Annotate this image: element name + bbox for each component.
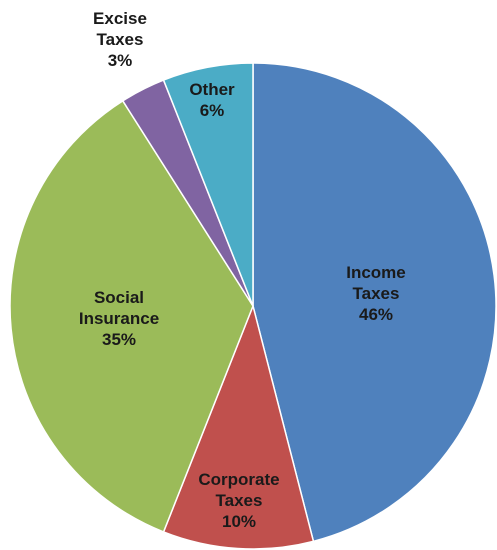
pie-labels: Income Taxes 46% Corporate Taxes 10% Social Ins… (79, 9, 406, 531)
slice-name-label: Other (189, 80, 235, 99)
slice-name-label: Income (346, 263, 406, 282)
pie-slices (9, 62, 497, 550)
slice-name-label: Insurance (79, 309, 159, 328)
slice-value-label: 46% (359, 305, 393, 324)
slice-value-label: 35% (102, 330, 136, 349)
slice-name-label: Taxes (216, 491, 263, 510)
slice-label-corporate-taxes: Corporate Taxes 10% (198, 470, 279, 531)
pie-slice-social-insurance[interactable] (9, 99, 254, 533)
slice-label-income-taxes: Income Taxes 46% (346, 263, 406, 324)
slice-value-label: 3% (108, 51, 133, 70)
slice-label-other: Other 6% (189, 80, 235, 120)
slice-name-label: Taxes (97, 30, 144, 49)
pie-slice-other[interactable] (162, 62, 254, 307)
pie-slice-corporate-taxes[interactable] (162, 303, 315, 550)
slice-label-excise-taxes: Excise Taxes 3% (93, 9, 147, 70)
slice-name-label: Taxes (353, 284, 400, 303)
slice-name-label: Corporate (198, 470, 279, 489)
slice-value-label: 10% (222, 512, 256, 531)
slice-value-label: 6% (200, 101, 225, 120)
slice-name-label: Excise (93, 9, 147, 28)
pie-slice-income-taxes[interactable] (252, 62, 497, 543)
slice-label-social-insurance: Social Insurance 35% (79, 288, 159, 349)
slice-name-label: Social (94, 288, 144, 307)
